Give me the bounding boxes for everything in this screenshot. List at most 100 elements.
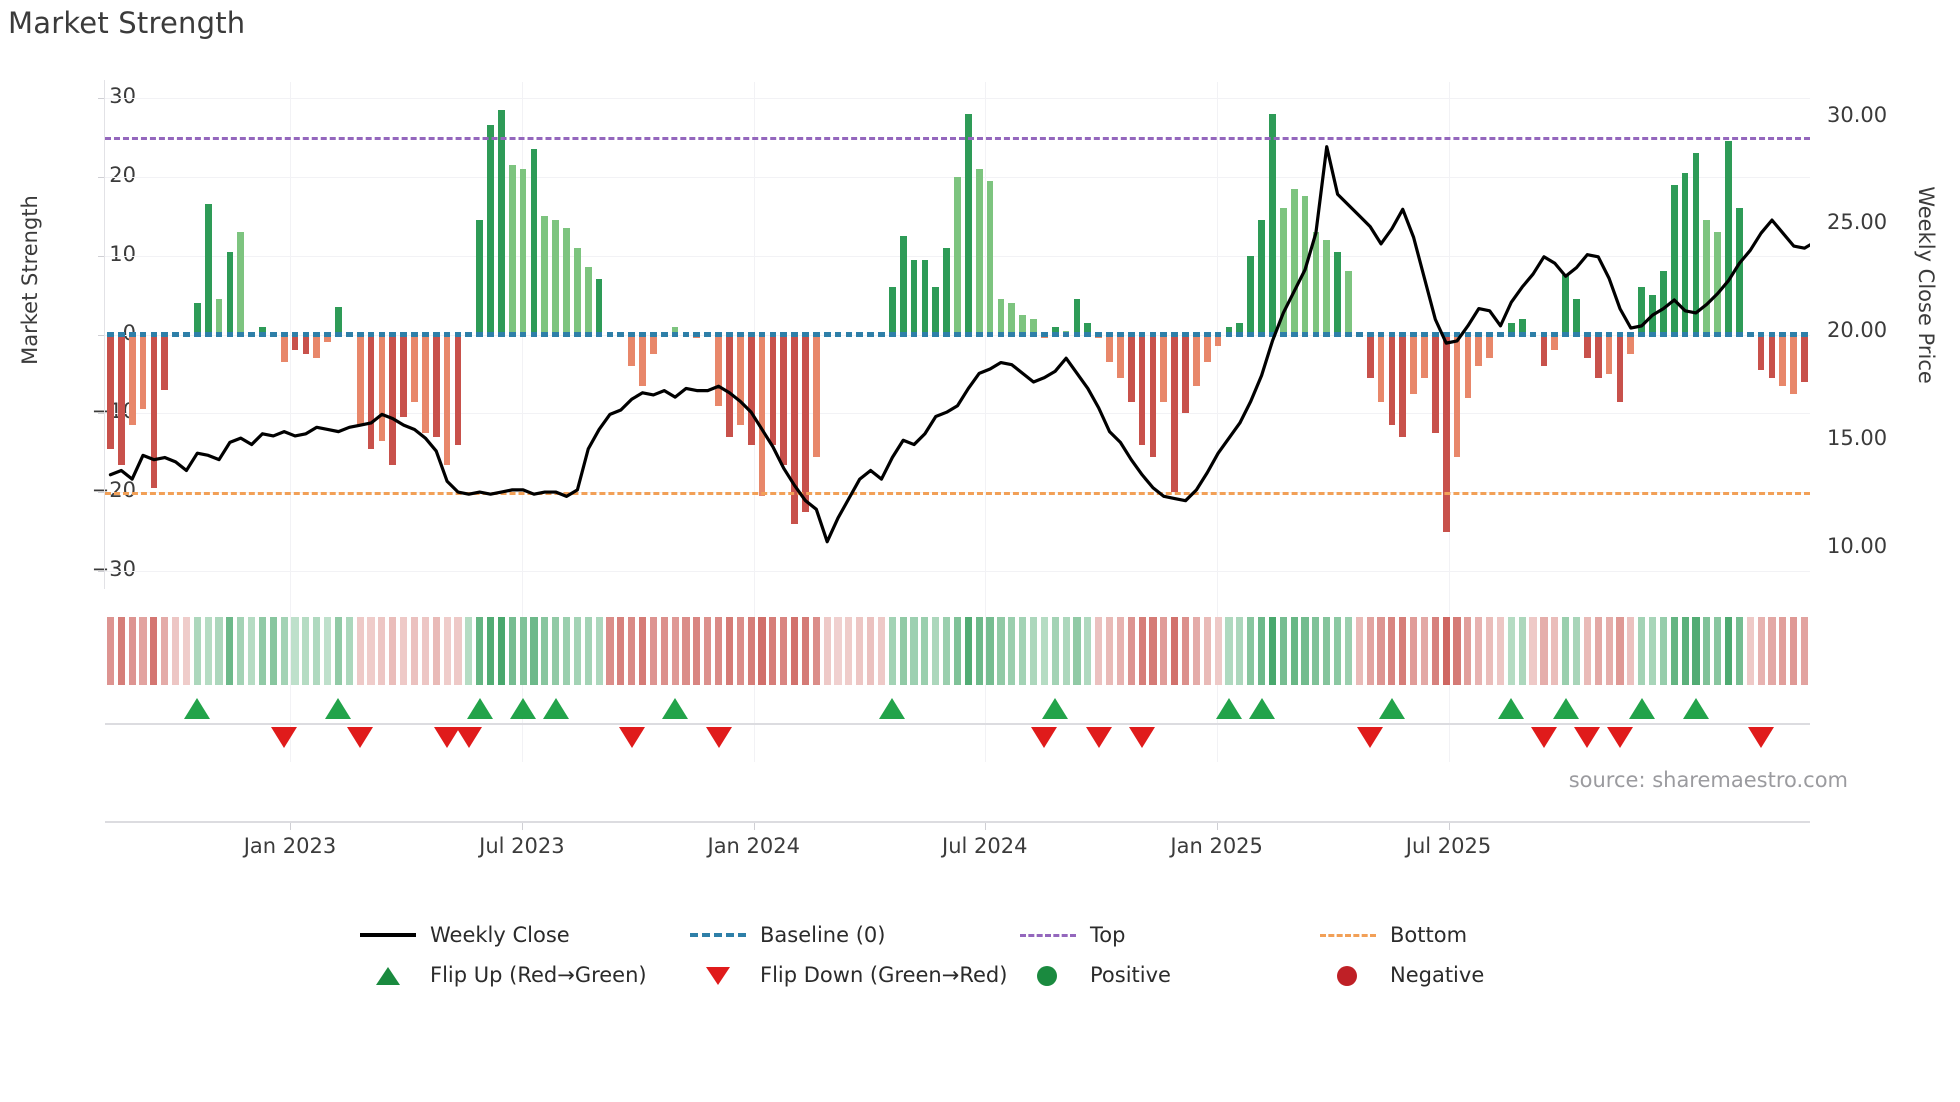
y-axis-left-label: Market Strength bbox=[18, 195, 42, 365]
baseline-segment bbox=[1594, 332, 1602, 337]
heat-cell bbox=[1475, 617, 1483, 685]
strength-bar bbox=[1703, 220, 1711, 335]
heat-cell bbox=[1464, 617, 1472, 685]
heat-cell bbox=[1790, 617, 1798, 685]
heat-cell bbox=[172, 617, 180, 685]
heat-cell bbox=[1714, 617, 1722, 685]
baseline-segment bbox=[595, 332, 603, 337]
heat-cell bbox=[421, 617, 429, 685]
baseline-segment bbox=[1605, 332, 1613, 337]
strength-bar bbox=[1464, 334, 1472, 398]
strength-bar bbox=[291, 334, 299, 351]
baseline-segment bbox=[758, 332, 766, 337]
legend-weekly-close[interactable]: Weekly Close bbox=[360, 920, 570, 950]
y-tick-mark-left--20 bbox=[98, 492, 104, 494]
heat-cell bbox=[725, 617, 733, 685]
heat-cell bbox=[975, 617, 983, 685]
legend-flip-down[interactable]: Flip Down (Green→Red) bbox=[690, 960, 1007, 990]
heat-cell bbox=[1551, 617, 1559, 685]
heat-cell bbox=[704, 617, 712, 685]
strength-bar bbox=[1323, 239, 1331, 335]
strength-bar bbox=[1790, 334, 1798, 394]
baseline-segment bbox=[1399, 332, 1407, 337]
strength-bar bbox=[1594, 334, 1602, 378]
baseline-segment bbox=[1421, 332, 1428, 337]
heat-cell bbox=[617, 617, 625, 685]
heat-cell bbox=[1355, 617, 1363, 685]
baseline-segment bbox=[1660, 332, 1667, 337]
strength-bar bbox=[910, 259, 918, 335]
legend-flip-up[interactable]: Flip Up (Red→Green) bbox=[360, 960, 647, 990]
strength-bar bbox=[1507, 322, 1515, 335]
legend-positive[interactable]: Positive bbox=[1020, 960, 1171, 990]
strength-bar bbox=[498, 109, 505, 335]
legend-baseline[interactable]: Baseline (0) bbox=[690, 920, 885, 950]
heat-cell bbox=[1627, 617, 1635, 685]
heat-cell bbox=[943, 617, 951, 685]
flip-up-marker bbox=[1682, 698, 1709, 719]
heat-cell bbox=[1171, 617, 1179, 685]
strength-bar bbox=[888, 287, 896, 335]
heat-cell bbox=[530, 617, 538, 685]
baseline-segment bbox=[682, 332, 690, 337]
flip-up-marker bbox=[1498, 698, 1525, 719]
strength-bar bbox=[107, 334, 114, 449]
y-tick-left--30: −30 bbox=[91, 557, 136, 582]
baseline-segment bbox=[1562, 332, 1569, 337]
baseline-segment bbox=[780, 332, 788, 337]
baseline-segment bbox=[1279, 332, 1287, 337]
strength-bar bbox=[1345, 271, 1352, 335]
strength-bar bbox=[356, 334, 364, 426]
vertical-gridline-4 bbox=[1216, 82, 1218, 762]
strength-bar bbox=[1117, 334, 1124, 378]
heat-cell bbox=[1692, 617, 1700, 685]
heat-cell bbox=[1486, 617, 1494, 685]
x-tick-label: Jul 2025 bbox=[1405, 834, 1492, 858]
baseline-segment bbox=[487, 332, 494, 337]
legend-bottom[interactable]: Bottom bbox=[1320, 920, 1467, 950]
baseline-segment bbox=[802, 332, 809, 337]
baseline-segment bbox=[736, 332, 744, 337]
legend-negative[interactable]: Negative bbox=[1320, 960, 1484, 990]
heat-cell bbox=[693, 617, 701, 685]
legend-label: Flip Down (Green→Red) bbox=[760, 963, 1008, 987]
vertical-gridline-1 bbox=[521, 82, 523, 762]
baseline-segment bbox=[693, 332, 701, 337]
gridline-y--10 bbox=[105, 413, 1810, 415]
heat-cell bbox=[226, 617, 234, 685]
heat-cell bbox=[1323, 617, 1331, 685]
heat-cell bbox=[237, 617, 245, 685]
baseline-segment bbox=[1247, 332, 1255, 337]
heat-cell bbox=[161, 617, 169, 685]
strength-bar bbox=[324, 334, 331, 343]
baseline-segment bbox=[1431, 332, 1439, 337]
flip-down-marker bbox=[1748, 727, 1775, 748]
strength-bar bbox=[975, 168, 983, 335]
triangle-down-red-icon bbox=[690, 964, 746, 986]
heat-cell bbox=[997, 617, 1005, 685]
strength-bar bbox=[1714, 231, 1722, 335]
strength-bar bbox=[932, 287, 940, 335]
heat-cell bbox=[1529, 617, 1537, 685]
baseline-segment bbox=[1008, 332, 1016, 337]
flip-up-marker bbox=[542, 698, 569, 719]
baseline-segment bbox=[1193, 332, 1200, 337]
heat-cell bbox=[1095, 617, 1103, 685]
legend-top[interactable]: Top bbox=[1020, 920, 1125, 950]
y-tick-mark-left--30 bbox=[98, 571, 104, 573]
heat-cell bbox=[345, 617, 353, 685]
x-tick-mark-1 bbox=[521, 823, 523, 830]
baseline-segment bbox=[1388, 332, 1396, 337]
heat-cell bbox=[1073, 617, 1081, 685]
strength-bar bbox=[1453, 334, 1461, 457]
strength-bar bbox=[1138, 334, 1146, 445]
heat-cell bbox=[1127, 617, 1135, 685]
y-tick-right-20: 20.00 bbox=[1827, 318, 1888, 343]
heat-cell bbox=[1518, 617, 1526, 685]
heat-cell bbox=[269, 617, 277, 685]
baseline-segment bbox=[964, 332, 972, 337]
baseline-segment bbox=[1768, 332, 1776, 337]
strength-bar bbox=[1540, 334, 1548, 367]
heat-cell bbox=[1116, 617, 1124, 685]
